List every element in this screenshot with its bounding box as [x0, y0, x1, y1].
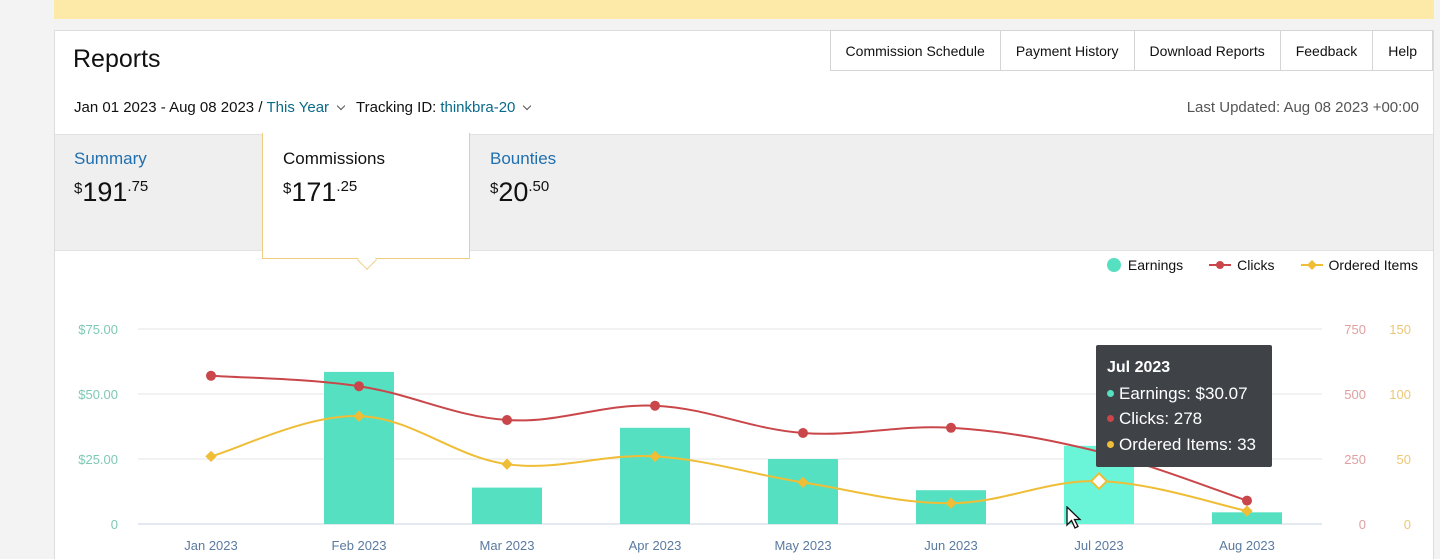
legend-clicks[interactable]: Clicks [1209, 257, 1275, 273]
earnings-bar [324, 371, 394, 524]
chart-legend: Earnings Clicks Ordered Items [1081, 257, 1418, 273]
ordered-items-point [1089, 471, 1109, 491]
tab-help[interactable]: Help [1372, 30, 1433, 71]
clicks-point [206, 370, 216, 381]
clicks-point [650, 400, 660, 411]
filter-row: Jan 01 2023 - Aug 08 2023 / This Year Tr… [74, 99, 542, 116]
y-left-tick-label: 0 [111, 517, 118, 532]
clicks-point [798, 428, 808, 438]
ordered-items-point [205, 450, 217, 463]
ordered-items-line [210, 415, 1248, 512]
earnings-bar [1212, 512, 1282, 524]
bounties-amount: $20.50 [490, 177, 550, 207]
clicks-point [354, 381, 364, 392]
bounties-label: Bounties [490, 149, 557, 168]
earnings-bar [472, 487, 542, 524]
tab-commission-schedule[interactable]: Commission Schedule [829, 30, 1001, 71]
earnings-bar [768, 459, 838, 524]
earnings-dot-icon [1106, 258, 1121, 272]
x-tick-label: Feb 2023 [332, 538, 387, 553]
y-right-clicks-tick-label: 750 [1344, 322, 1366, 337]
tracking-id-value: thinkbra-20 [440, 99, 516, 116]
earnings-bar [620, 427, 690, 524]
x-tick-label: Jan 2023 [184, 538, 238, 553]
ordered-items-point [353, 410, 365, 422]
page-title: Reports [73, 45, 161, 73]
last-updated: Last Updated: Aug 08 2023 +00:00 [1186, 99, 1419, 116]
tooltip-ordered-items: Ordered Items: 33 [1107, 432, 1261, 458]
chart-tooltip: Jul 2023 Earnings: $30.07 Clicks: 278 Or… [1096, 345, 1272, 467]
y-right-clicks-tick-label: 250 [1344, 452, 1366, 467]
y-right-clicks-tick-label: 0 [1359, 517, 1366, 532]
x-tick-label: May 2023 [774, 538, 831, 553]
x-tick-label: Aug 2023 [1219, 538, 1275, 553]
tooltip-earnings: Earnings: $30.07 [1107, 381, 1261, 407]
legend-earnings[interactable]: Earnings [1106, 257, 1183, 273]
tab-download-reports[interactable]: Download Reports [1133, 30, 1281, 71]
clicks-line-icon [1209, 261, 1232, 269]
clicks-point [1242, 495, 1252, 506]
commissions-amount: $171.25 [283, 177, 358, 207]
tab-payment-history[interactable]: Payment History [999, 30, 1135, 71]
commissions-label: Commissions [283, 149, 386, 168]
date-range: Jan 01 2023 - Aug 08 2023 / [74, 99, 263, 116]
x-tick-label: Mar 2023 [480, 538, 535, 553]
x-tick-label: Jun 2023 [924, 538, 978, 553]
ordered-items-point [1241, 505, 1253, 517]
summary-amount: $191.75 [74, 177, 149, 207]
x-tick-label: Jul 2023 [1074, 538, 1123, 553]
notice-banner [54, 0, 1434, 19]
y-right-ordered-tick-label: 150 [1389, 322, 1411, 337]
tracking-id-dropdown[interactable]: thinkbra-20 [440, 99, 515, 116]
y-right-clicks-tick-label: 500 [1344, 387, 1366, 402]
tab-feedback[interactable]: Feedback [1279, 30, 1374, 71]
reports-panel: Reports Commission Schedule Payment Hist… [54, 30, 1434, 559]
clicks-point [502, 415, 512, 425]
y-left-tick-label: $50.00 [78, 387, 118, 402]
ordered-items-line-icon [1300, 260, 1323, 270]
mouse-cursor-icon [1066, 506, 1082, 529]
clicks-point [946, 422, 956, 433]
period-label: This Year [266, 99, 330, 116]
ordered-items-point [501, 458, 513, 470]
legend-ordered-items[interactable]: Ordered Items [1300, 257, 1418, 273]
ordered-items-point [945, 497, 957, 509]
y-right-ordered-tick-label: 0 [1404, 517, 1411, 532]
ordered-items-point [649, 450, 661, 463]
report-tabs: Commission Schedule Payment History Down… [829, 30, 1433, 71]
tracking-label: Tracking ID: [356, 99, 437, 116]
y-right-ordered-tick-label: 100 [1389, 387, 1411, 402]
period-dropdown[interactable]: This Year [267, 99, 330, 116]
y-left-tick-label: $75.00 [78, 322, 118, 337]
x-tick-label: Apr 2023 [629, 538, 682, 553]
ordered-items-point [797, 476, 809, 489]
summary-tab[interactable]: Summary $191.75 [74, 149, 148, 208]
y-left-tick-label: $25.00 [78, 452, 118, 467]
commissions-tab[interactable]: Commissions $171.25 [262, 133, 470, 270]
tooltip-clicks: Clicks: 278 [1107, 406, 1261, 432]
summary-label: Summary [74, 149, 147, 168]
bounties-tab[interactable]: Bounties $20.50 [490, 149, 556, 208]
clicks-line [210, 374, 1248, 502]
tooltip-title: Jul 2023 [1107, 359, 1171, 376]
y-right-ordered-tick-label: 50 [1397, 452, 1411, 467]
